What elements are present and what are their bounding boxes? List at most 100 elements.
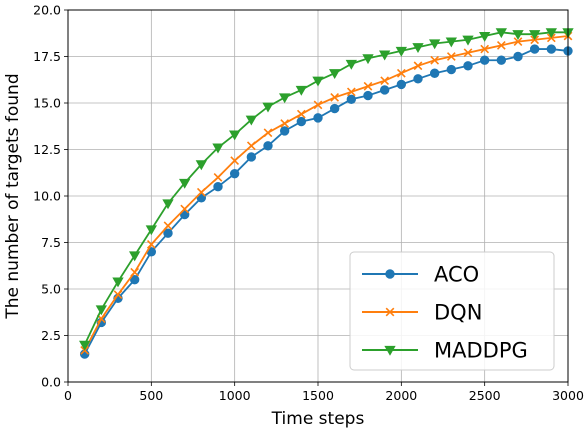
- data-point-dqn: [430, 55, 440, 65]
- y-tick-label: 2.5: [41, 328, 61, 343]
- data-point-dqn: [496, 40, 506, 50]
- data-point-maddpg: [112, 277, 124, 288]
- data-point-maddpg: [512, 30, 524, 40]
- y-tick-label: 7.5: [41, 235, 61, 250]
- data-point-maddpg: [495, 28, 507, 39]
- data-point-maddpg: [145, 225, 157, 236]
- series-layer: [79, 28, 574, 359]
- x-tick-label: 1000: [219, 388, 251, 403]
- data-point-maddpg: [362, 54, 374, 65]
- legend-marker: [385, 269, 395, 279]
- data-point-aco: [363, 90, 373, 101]
- x-tick-label: 2500: [469, 388, 501, 403]
- data-point-aco: [529, 44, 540, 54]
- y-axis-label: The number of targets found: [3, 73, 23, 319]
- y-tick-label: 20.0: [33, 3, 61, 18]
- data-point-dqn: [146, 239, 156, 249]
- legend-box: [349, 251, 555, 371]
- data-point-maddpg: [79, 340, 91, 351]
- data-point-maddpg: [129, 251, 141, 262]
- data-point-dqn: [113, 290, 123, 299]
- series-dqn: [80, 31, 573, 355]
- data-point-aco: [546, 44, 557, 54]
- data-point-aco: [379, 85, 390, 95]
- data-point-aco: [229, 168, 240, 179]
- data-point-maddpg: [462, 35, 474, 46]
- data-point-dqn: [480, 44, 490, 54]
- data-point-dqn: [130, 267, 140, 277]
- data-point-dqn: [513, 37, 523, 46]
- y-tick-label: 17.5: [33, 49, 61, 64]
- data-point-dqn: [163, 221, 173, 231]
- data-point-aco: [513, 51, 523, 62]
- data-point-aco: [196, 193, 207, 203]
- legend: ACO DQN MADDPG: [349, 251, 555, 371]
- data-point-aco: [313, 113, 323, 123]
- x-tick-label: 2000: [385, 388, 417, 403]
- data-point-aco: [429, 68, 440, 78]
- data-point-aco: [413, 74, 423, 84]
- data-point-aco: [163, 228, 173, 238]
- data-point-maddpg: [279, 93, 291, 104]
- data-point-dqn: [313, 100, 323, 110]
- y-tick-label: 0.0: [41, 375, 61, 390]
- data-point-aco: [346, 94, 357, 104]
- data-point-maddpg: [179, 178, 191, 189]
- data-point-aco: [279, 126, 290, 136]
- data-point-maddpg: [312, 76, 324, 87]
- data-point-maddpg: [529, 30, 541, 40]
- data-point-dqn: [180, 204, 190, 214]
- data-point-maddpg: [345, 59, 357, 70]
- data-point-maddpg: [262, 102, 274, 113]
- data-point-aco: [263, 141, 273, 151]
- data-point-aco: [296, 116, 307, 127]
- data-point-aco: [463, 61, 473, 71]
- data-point-aco: [496, 55, 507, 65]
- data-point-maddpg: [212, 143, 224, 154]
- data-point-aco: [329, 103, 340, 114]
- legend-item-dqn: DQN: [362, 301, 482, 325]
- data-point-maddpg: [95, 305, 107, 316]
- x-tick-label: 3000: [552, 388, 584, 403]
- data-point-dqn: [463, 48, 473, 58]
- x-tick-label: 500: [139, 388, 163, 403]
- y-tick-label: 10.0: [33, 189, 61, 204]
- data-point-dqn: [296, 109, 306, 119]
- data-point-dqn: [280, 119, 290, 128]
- series-aco: [79, 44, 573, 359]
- legend-marker: [385, 307, 395, 317]
- data-point-maddpg: [545, 28, 557, 39]
- data-point-maddpg: [479, 31, 491, 42]
- data-point-maddpg: [245, 115, 257, 126]
- grid-lines: [67, 9, 569, 383]
- data-point-maddpg: [445, 37, 457, 48]
- legend-item-aco: ACO: [362, 263, 479, 287]
- y-tick-label: 5.0: [41, 282, 61, 297]
- data-point-dqn: [196, 187, 206, 197]
- data-point-aco: [246, 152, 257, 162]
- data-point-dqn: [380, 76, 390, 86]
- legend-marker: [384, 345, 396, 356]
- data-point-maddpg: [229, 130, 241, 141]
- data-point-maddpg: [162, 199, 174, 210]
- legend-label: MADDPG: [434, 339, 528, 363]
- legend-label: DQN: [434, 301, 482, 325]
- data-point-aco: [129, 275, 140, 285]
- data-point-maddpg: [195, 160, 207, 171]
- data-point-aco: [213, 182, 223, 192]
- data-point-dqn: [363, 81, 373, 91]
- data-point-dqn: [346, 87, 356, 97]
- legend-item-maddpg: MADDPG: [362, 339, 528, 363]
- data-point-dqn: [330, 93, 340, 102]
- data-point-maddpg: [329, 69, 341, 80]
- data-point-dqn: [213, 173, 223, 182]
- axis-ticks: 0 500 1000 1500 2000 2500 3000 0.0 2.5 5.0 7.5 10.0…: [33, 3, 584, 404]
- x-tick-label: 0: [64, 388, 72, 403]
- data-point-dqn: [446, 52, 456, 61]
- y-tick-label: 15.0: [33, 96, 61, 111]
- data-point-maddpg: [429, 39, 441, 50]
- data-point-dqn: [263, 128, 273, 138]
- data-point-dqn: [246, 141, 256, 151]
- data-point-aco: [179, 209, 190, 220]
